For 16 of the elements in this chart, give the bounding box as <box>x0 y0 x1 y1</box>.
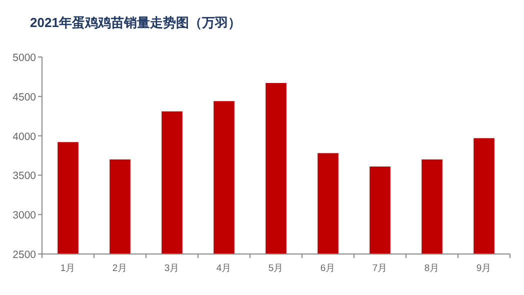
y-tick-label: 4500 <box>12 91 36 104</box>
y-tick-label: 4000 <box>12 130 36 143</box>
x-tick-label: 7月 <box>372 263 388 274</box>
y-tick-label: 3000 <box>12 210 36 222</box>
x-tick-label: 3月 <box>164 263 180 274</box>
x-tick-label: 4月 <box>216 263 232 274</box>
x-tick-label: 8月 <box>424 263 440 274</box>
y-tick-label: 5000 <box>12 52 36 64</box>
x-tick-label: 2月 <box>112 263 128 274</box>
x-tick-label: 9月 <box>476 263 492 274</box>
x-tick-label: 5月 <box>268 263 284 274</box>
x-tick-label: 1月 <box>60 263 76 274</box>
y-tick-label: 2500 <box>12 249 36 261</box>
x-tick-label: 6月 <box>320 263 336 274</box>
y-tick-label: 3500 <box>12 170 36 182</box>
chart-title: 2021年蛋鸡鸡苗销量走势图（万羽） <box>30 15 241 30</box>
